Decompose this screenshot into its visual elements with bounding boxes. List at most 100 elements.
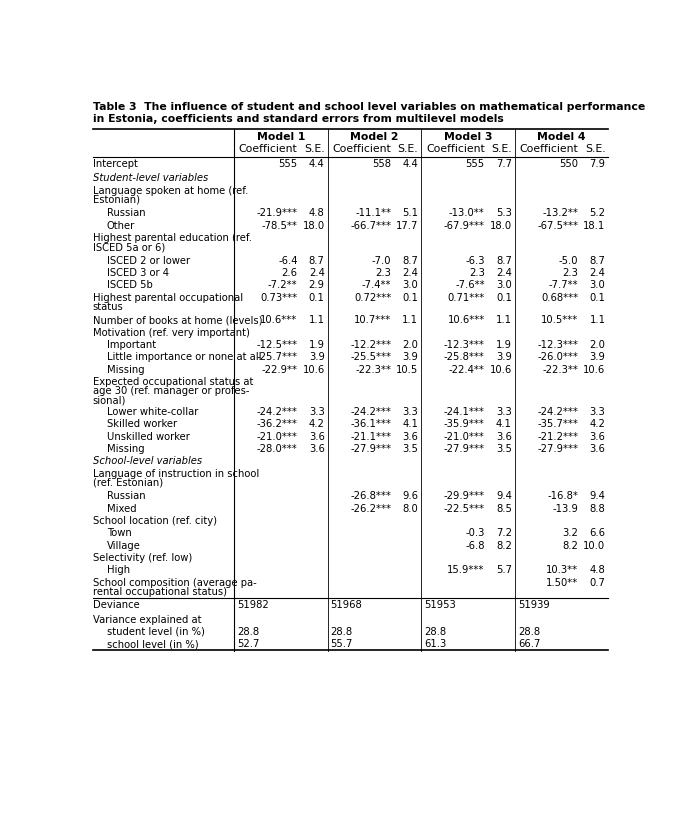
- Text: -35.7***: -35.7***: [537, 420, 578, 429]
- Text: 10.0: 10.0: [584, 541, 605, 550]
- Text: Language of instruction in school: Language of instruction in school: [93, 469, 259, 479]
- Text: -12.5***: -12.5***: [257, 340, 298, 350]
- Text: 10.6***: 10.6***: [447, 315, 485, 325]
- Text: 3.5: 3.5: [402, 444, 418, 454]
- Text: -67.5***: -67.5***: [537, 221, 578, 231]
- Text: 10.5***: 10.5***: [541, 315, 578, 325]
- Text: -12.3***: -12.3***: [537, 340, 578, 350]
- Text: 3.0: 3.0: [496, 280, 512, 290]
- Text: Highest parental occupational: Highest parental occupational: [93, 293, 243, 302]
- Text: School-level variables: School-level variables: [93, 456, 202, 467]
- Text: -24.1***: -24.1***: [444, 407, 485, 417]
- Text: 7.7: 7.7: [496, 159, 512, 169]
- Text: Skilled worker: Skilled worker: [107, 420, 177, 429]
- Text: 0.73***: 0.73***: [260, 293, 298, 302]
- Text: 18.1: 18.1: [583, 221, 605, 231]
- Text: -35.9***: -35.9***: [444, 420, 485, 429]
- Text: -22.9**: -22.9**: [262, 365, 298, 375]
- Text: 3.6: 3.6: [308, 444, 325, 454]
- Text: 1.1: 1.1: [496, 315, 512, 325]
- Text: -7.6**: -7.6**: [455, 280, 485, 290]
- Text: 2.4: 2.4: [590, 268, 605, 278]
- Text: School location (ref. city): School location (ref. city): [93, 516, 217, 526]
- Text: 0.68***: 0.68***: [541, 293, 578, 302]
- Text: -13.9: -13.9: [552, 504, 578, 514]
- Text: 8.5: 8.5: [496, 504, 512, 514]
- Text: 10.5: 10.5: [396, 365, 418, 375]
- Text: -78.5**: -78.5**: [262, 221, 298, 231]
- Text: 9.6: 9.6: [402, 491, 418, 502]
- Text: rental occupational status): rental occupational status): [93, 587, 227, 597]
- Text: 2.0: 2.0: [590, 340, 605, 350]
- Text: -36.2***: -36.2***: [257, 420, 298, 429]
- Text: -22.5***: -22.5***: [444, 504, 485, 514]
- Text: 10.6***: 10.6***: [260, 315, 298, 325]
- Text: 0.1: 0.1: [402, 293, 418, 302]
- Text: 0.7: 0.7: [590, 578, 605, 588]
- Text: Selectivity (ref. low): Selectivity (ref. low): [93, 553, 192, 563]
- Text: -27.9***: -27.9***: [537, 444, 578, 454]
- Text: 8.2: 8.2: [563, 541, 578, 550]
- Text: 1.9: 1.9: [308, 340, 325, 350]
- Text: age 30 (ref. manager or profes-: age 30 (ref. manager or profes-: [93, 386, 249, 396]
- Text: 28.8: 28.8: [330, 627, 353, 637]
- Text: 0.1: 0.1: [590, 293, 605, 302]
- Text: -21.1***: -21.1***: [350, 432, 391, 441]
- Text: 3.0: 3.0: [402, 280, 418, 290]
- Text: 3.6: 3.6: [590, 432, 605, 441]
- Text: 4.8: 4.8: [309, 208, 325, 219]
- Text: -6.4: -6.4: [278, 256, 298, 266]
- Text: Coefficient: Coefficient: [520, 144, 578, 154]
- Text: 2.4: 2.4: [496, 268, 512, 278]
- Text: 3.6: 3.6: [496, 432, 512, 441]
- Text: 9.4: 9.4: [590, 491, 605, 502]
- Text: 3.9: 3.9: [496, 352, 512, 363]
- Text: 17.7: 17.7: [396, 221, 418, 231]
- Text: 18.0: 18.0: [302, 221, 325, 231]
- Text: Missing: Missing: [107, 365, 144, 375]
- Text: 3.6: 3.6: [308, 432, 325, 441]
- Text: 3.3: 3.3: [402, 407, 418, 417]
- Text: 15.9***: 15.9***: [447, 565, 485, 576]
- Text: 9.4: 9.4: [496, 491, 512, 502]
- Text: 10.6: 10.6: [302, 365, 325, 375]
- Text: -24.2***: -24.2***: [537, 407, 578, 417]
- Text: Deviance: Deviance: [93, 600, 140, 611]
- Text: -7.2**: -7.2**: [268, 280, 298, 290]
- Text: 8.7: 8.7: [496, 256, 512, 266]
- Text: -22.4**: -22.4**: [449, 365, 485, 375]
- Text: -12.3***: -12.3***: [444, 340, 485, 350]
- Text: -22.3**: -22.3**: [543, 365, 578, 375]
- Text: Language spoken at home (ref.: Language spoken at home (ref.: [93, 185, 249, 196]
- Text: 28.8: 28.8: [424, 627, 446, 637]
- Text: 1.50**: 1.50**: [546, 578, 578, 588]
- Text: -6.8: -6.8: [465, 541, 485, 550]
- Text: 4.8: 4.8: [590, 565, 605, 576]
- Text: 550: 550: [559, 159, 578, 169]
- Text: 51982: 51982: [237, 600, 269, 611]
- Text: -67.9***: -67.9***: [444, 221, 485, 231]
- Text: Estonian): Estonian): [93, 195, 140, 205]
- Text: 5.2: 5.2: [590, 208, 605, 219]
- Text: 8.0: 8.0: [402, 504, 418, 514]
- Text: 2.6: 2.6: [281, 268, 298, 278]
- Text: 3.2: 3.2: [563, 528, 578, 538]
- Text: 8.7: 8.7: [590, 256, 605, 266]
- Text: S.E.: S.E.: [398, 144, 418, 154]
- Text: Model 2: Model 2: [350, 133, 398, 142]
- Text: 52.7: 52.7: [237, 639, 259, 650]
- Text: Russian: Russian: [107, 491, 146, 502]
- Text: 1.1: 1.1: [308, 315, 325, 325]
- Text: Mixed: Mixed: [107, 504, 136, 514]
- Text: -21.9***: -21.9***: [257, 208, 298, 219]
- Text: -21.0***: -21.0***: [444, 432, 485, 441]
- Text: 51953: 51953: [424, 600, 456, 611]
- Text: -28.0***: -28.0***: [257, 444, 298, 454]
- Text: Highest parental education (ref.: Highest parental education (ref.: [93, 233, 252, 243]
- Text: 51939: 51939: [518, 600, 550, 611]
- Text: -26.0***: -26.0***: [537, 352, 578, 363]
- Text: ISCED 5b: ISCED 5b: [107, 280, 153, 290]
- Text: Little importance or none at all: Little importance or none at all: [107, 352, 262, 363]
- Text: 4.1: 4.1: [496, 420, 512, 429]
- Text: 10.6: 10.6: [583, 365, 605, 375]
